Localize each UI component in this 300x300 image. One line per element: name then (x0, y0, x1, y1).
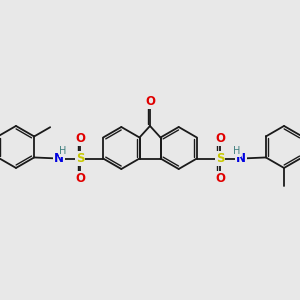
Text: O: O (75, 172, 85, 185)
Text: S: S (76, 152, 84, 165)
Text: O: O (215, 172, 225, 185)
Text: O: O (145, 95, 155, 108)
Text: O: O (215, 132, 225, 145)
Text: N: N (236, 152, 246, 165)
Text: H: H (233, 146, 241, 157)
Text: S: S (216, 152, 224, 165)
Text: N: N (54, 152, 64, 165)
Text: H: H (59, 146, 67, 157)
Text: O: O (75, 132, 85, 145)
